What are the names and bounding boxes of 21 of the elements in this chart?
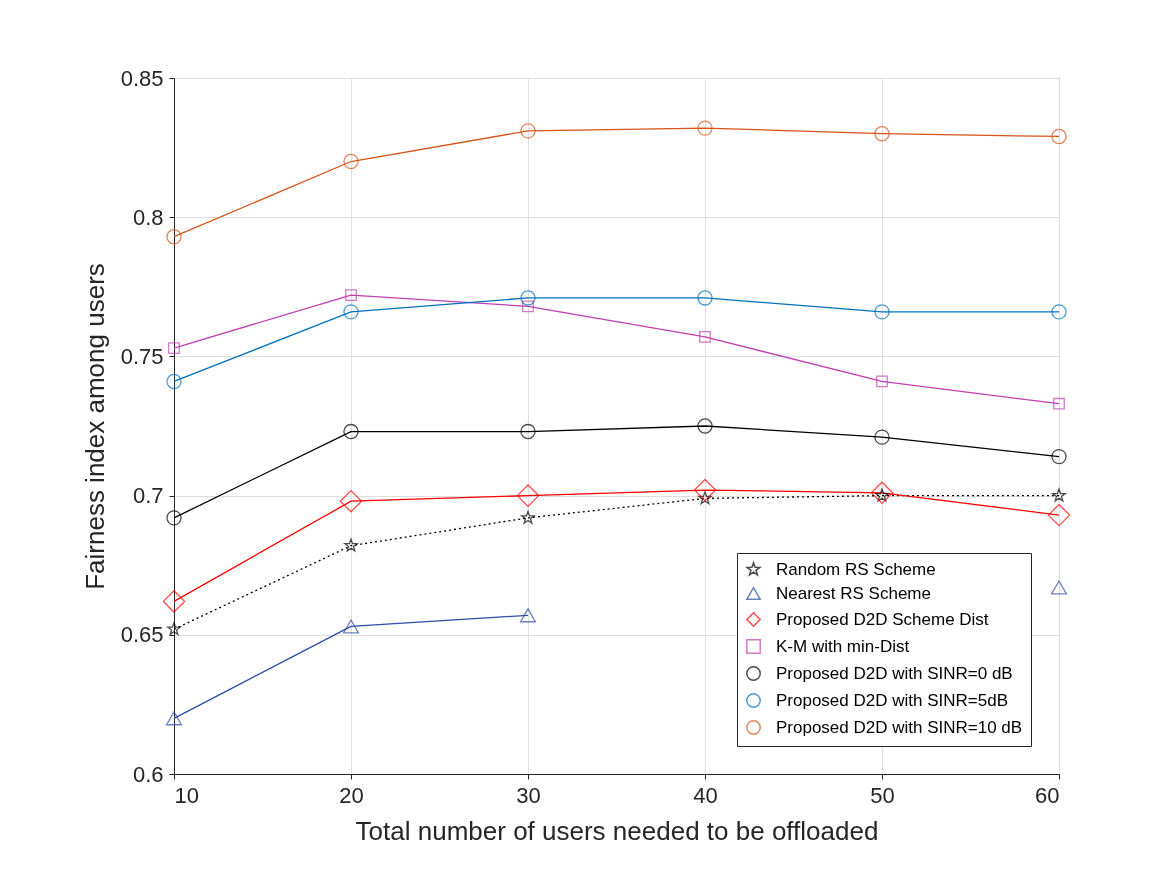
x-tick-label: 40 xyxy=(693,782,718,808)
legend-label: Proposed D2D with SINR=5dB xyxy=(776,690,1008,710)
legend-label: Proposed D2D Scheme Dist xyxy=(776,609,989,629)
y-tick-label: 0.8 xyxy=(132,204,164,230)
x-tick-label: 30 xyxy=(516,782,541,808)
legend-label: K-M with min-Dist xyxy=(776,636,910,656)
x-tick-label: 50 xyxy=(870,782,895,808)
legend-label: Random RS Scheme xyxy=(776,559,936,579)
x-axis-title: Total number of users needed to be offloaded xyxy=(355,815,879,846)
y-axis-title: Fairness index among users xyxy=(79,263,110,590)
x-tick-label: 60 xyxy=(1035,782,1060,808)
x-tick-label: 20 xyxy=(339,782,364,808)
y-tick-label: 0.75 xyxy=(120,343,164,369)
y-tick-label: 0.7 xyxy=(132,483,164,509)
legend-label: Proposed D2D with SINR=0 dB xyxy=(776,663,1013,683)
y-tick-label: 0.65 xyxy=(120,622,164,648)
x-tick-label: 10 xyxy=(174,782,199,808)
y-tick-label: 0.85 xyxy=(120,65,164,91)
legend-label: Proposed D2D with SINR=10 dB xyxy=(776,717,1023,737)
y-tick-label: 0.6 xyxy=(132,761,164,787)
legend-label: Nearest RS Scheme xyxy=(776,583,931,603)
